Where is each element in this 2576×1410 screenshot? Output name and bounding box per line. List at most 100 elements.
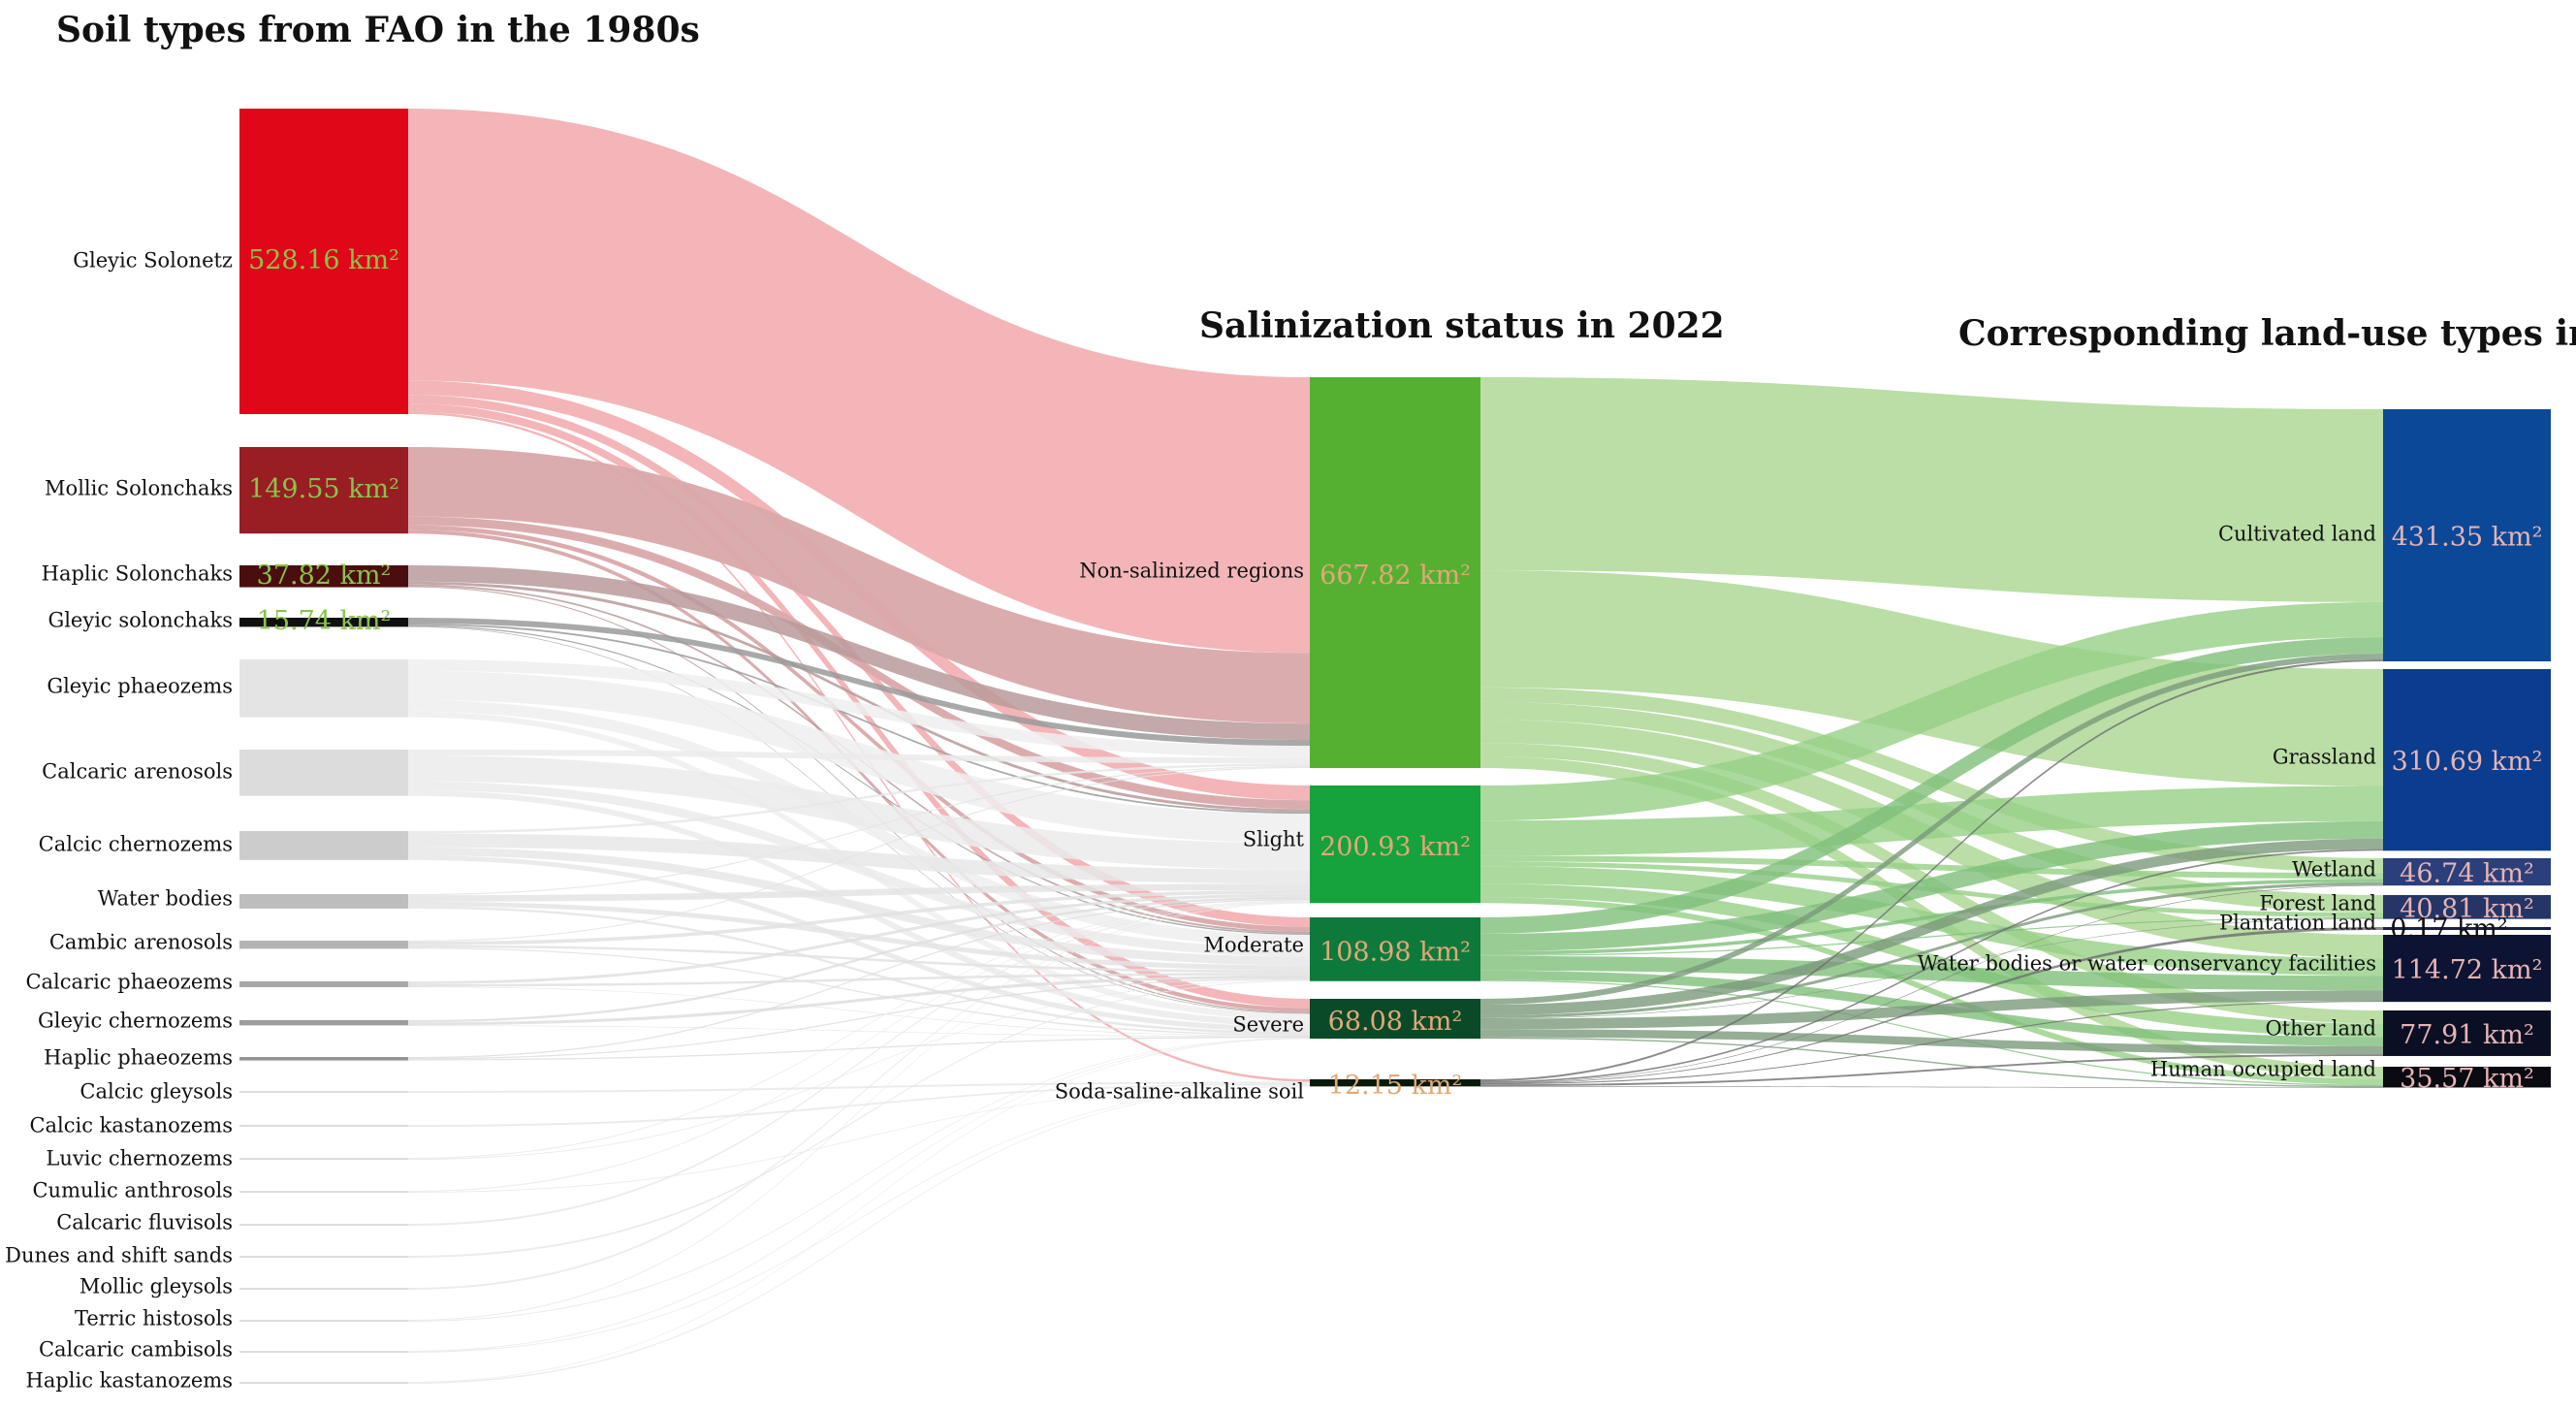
soil-salinization-link-water-bodies-to-slight xyxy=(408,883,1310,902)
soil-label-gleyic-solonchaks: Gleyic solonchaks xyxy=(48,609,233,632)
salinization-landuse-link-soda-saline-alkaline-soil-to-wetland xyxy=(1480,884,2383,1084)
soil-value-mollic-solonchaks: 149.55 km² xyxy=(248,474,399,504)
soil-salinization-link-luvic-chernozems-to-slight xyxy=(408,900,1310,1159)
salinization-node-soda-saline-alkaline-soil xyxy=(1310,1079,1480,1087)
soil-value-gleyic-solonchaks: 15.74 km² xyxy=(257,606,392,636)
soil-node-calcaric-phaeozems xyxy=(239,981,408,987)
labels-layer: Gleyic Solonetz 528.16 km² Mollic Soloncha… xyxy=(5,245,2542,1393)
landuse-node-plantation-land xyxy=(2383,927,2551,930)
salinization-landuse-link-non-salinized-regions-to-water-bodies-or-water-conservancy-facilities xyxy=(1480,720,2383,959)
salinization-label-non-salinized-regions: Non-salinized regions xyxy=(1079,560,1304,583)
soil-node-calcaric-fluvisols xyxy=(239,1224,408,1226)
salinization-landuse-link-severe-to-human-occupied-land xyxy=(1480,1037,2383,1088)
salinization-label-moderate: Moderate xyxy=(1204,934,1304,957)
salinization-value-moderate: 108.98 km² xyxy=(1320,937,1471,967)
soil-salinization-link-mollic-solonchaks-to-moderate xyxy=(408,525,1310,932)
soil-salinization-link-calcaric-phaeozems-to-slight xyxy=(408,893,1310,984)
soil-salinization-link-gleyic-chernozems-to-severe xyxy=(408,1025,1310,1038)
soil-salinization-link-calcic-gleysols-to-soda-saline-alkaline-soil xyxy=(408,1081,1310,1093)
soil-label-cambic-arenosols: Cambic arenosols xyxy=(49,931,233,954)
soil-label-calcaric-phaeozems: Calcaric phaeozems xyxy=(25,971,233,994)
column-title-soil: Soil types from FAO in the 1980s xyxy=(56,10,700,50)
landuse-value-cultivated-land: 431.35 km² xyxy=(2392,523,2543,553)
soil-salinization-link-terric-histosols-to-slight xyxy=(408,902,1310,1321)
soil-salinization-link-haplic-kastanozems-to-severe xyxy=(408,1038,1310,1383)
soil-salinization-link-gleyic-phaeozems-to-non-salinized-regions xyxy=(408,659,1310,758)
soil-label-calcic-kastanozems: Calcic kastanozems xyxy=(29,1114,233,1138)
salinization-landuse-link-slight-to-water-bodies-or-water-conservancy-facilities xyxy=(1480,866,2383,977)
soil-node-calcic-gleysols xyxy=(239,1091,408,1093)
soil-node-calcic-kastanozems xyxy=(239,1125,408,1127)
soil-node-gleyic-solonchaks xyxy=(239,618,408,627)
soil-salinization-link-cambic-arenosols-to-severe xyxy=(408,947,1310,1037)
landuse-label-water-bodies-or-water-conservancy-facilities: Water bodies or water conservancy facili… xyxy=(1918,952,2376,976)
soil-salinization-link-mollic-solonchaks-to-slight xyxy=(408,516,1310,810)
salinization-landuse-link-moderate-to-human-occupied-land xyxy=(1480,979,2383,1086)
column-title-salinization: Salinization status in 2022 xyxy=(1199,305,1725,346)
soil-salinization-link-luvic-chernozems-to-moderate xyxy=(408,979,1310,1160)
soil-salinization-link-terric-histosols-to-severe xyxy=(408,1038,1310,1322)
landuse-node-water-bodies-or-water-conservancy-facilities xyxy=(2383,935,2551,1003)
soil-node-mollic-gleysols xyxy=(239,1288,408,1290)
salinization-landuse-link-slight-to-cultivated-land xyxy=(1480,601,2383,821)
soil-label-gleyic-phaeozems: Gleyic phaeozems xyxy=(47,675,233,698)
soil-label-haplic-solonchaks: Haplic Solonchaks xyxy=(42,562,233,586)
landuse-value-forest-land: 40.81 km² xyxy=(2400,894,2534,924)
soil-label-gleyic-chernozems: Gleyic chernozems xyxy=(38,1009,233,1033)
landuse-node-forest-land xyxy=(2383,895,2551,919)
salinization-node-moderate xyxy=(1310,917,1480,981)
landuse-node-cultivated-land xyxy=(2383,409,2551,661)
soil-salinization-link-gleyic-solonchaks-to-slight xyxy=(408,623,1310,815)
salinization-node-severe xyxy=(1310,999,1480,1040)
soil-salinization-link-calcic-chernozems-to-non-salinized-regions xyxy=(408,763,1310,834)
soil-salinization-link-cumulic-anthrosols-to-soda-saline-alkaline-soil xyxy=(408,1084,1310,1193)
soil-label-luvic-chernozems: Luvic chernozems xyxy=(46,1147,233,1170)
salinization-landuse-link-soda-saline-alkaline-soil-to-human-occupied-land xyxy=(1480,1086,2383,1088)
soil-salinization-link-haplic-solonchaks-to-slight xyxy=(408,581,1310,813)
salinization-landuse-link-non-salinized-regions-to-grassland xyxy=(1480,570,2383,786)
soil-node-calcic-chernozems xyxy=(239,831,408,860)
salinization-landuse-link-moderate-to-grassland xyxy=(1480,820,2383,952)
soil-salinization-link-gleyic-chernozems-to-slight xyxy=(408,896,1310,1023)
soil-node-dunes-and-shift-sands xyxy=(239,1256,408,1258)
landuse-value-grassland: 310.69 km² xyxy=(2392,747,2543,777)
soil-label-cumulic-anthrosols: Cumulic anthrosols xyxy=(32,1179,233,1202)
landuse-label-forest-land: Forest land xyxy=(2259,892,2376,915)
soil-salinization-link-calcic-chernozems-to-slight xyxy=(408,833,1310,884)
landuse-node-grassland xyxy=(2383,669,2551,851)
landuse-label-grassland: Grassland xyxy=(2273,746,2376,769)
soil-node-gleyic-chernozems xyxy=(239,1020,408,1026)
soil-label-calcaric-fluvisols: Calcaric fluvisols xyxy=(56,1211,233,1234)
soil-salinization-link-calcaric-arenosols-to-non-salinized-regions xyxy=(408,750,1310,764)
salinization-value-soda-saline-alkaline-soil: 12.15 km² xyxy=(1328,1071,1463,1101)
salinization-landuse-link-soda-saline-alkaline-soil-to-cultivated-land xyxy=(1480,658,2383,1082)
landuse-value-other-land: 77.91 km² xyxy=(2400,1020,2534,1050)
soil-salinization-link-mollic-solonchaks-to-non-salinized-regions xyxy=(408,447,1310,724)
salinization-value-non-salinized-regions: 667.82 km² xyxy=(1320,561,1471,591)
soil-node-haplic-solonchaks xyxy=(239,565,408,588)
soil-salinization-link-calcaric-cambisols-to-soda-saline-alkaline-soil xyxy=(408,1085,1310,1353)
salinization-landuse-link-soda-saline-alkaline-soil-to-plantation-land xyxy=(1480,927,2383,1084)
salinization-landuse-link-severe-to-forest-land xyxy=(1480,918,2383,1019)
salinization-node-slight xyxy=(1310,785,1480,904)
soil-label-dunes-and-shift-sands: Dunes and shift sands xyxy=(5,1244,233,1267)
soil-salinization-link-water-bodies-to-severe xyxy=(408,906,1310,1035)
soil-label-mollic-gleysols: Mollic gleysols xyxy=(80,1275,233,1298)
landuse-label-wetland: Wetland xyxy=(2292,858,2376,881)
soil-salinization-link-gleyic-chernozems-to-moderate xyxy=(408,975,1310,1026)
landuse-node-other-land xyxy=(2383,1010,2551,1056)
soil-salinization-link-cambic-arenosols-to-non-salinized-regions xyxy=(408,766,1310,943)
salinization-label-soda-saline-alkaline-soil: Soda-saline-alkaline soil xyxy=(1055,1080,1305,1104)
salinization-landuse-link-moderate-to-cultivated-land xyxy=(1480,637,2383,934)
salinization-landuse-link-severe-to-wetland xyxy=(1480,881,2383,1018)
salinization-value-severe: 68.08 km² xyxy=(1328,1007,1463,1037)
soil-label-haplic-phaeozems: Haplic phaeozems xyxy=(44,1046,233,1070)
soil-salinization-link-gleyic-solonetz-to-non-salinized-regions xyxy=(408,109,1310,654)
landuse-value-plantation-land: 0.17 km² xyxy=(2390,914,2508,945)
soil-node-water-bodies xyxy=(239,894,408,909)
soil-salinization-link-water-bodies-to-moderate xyxy=(408,901,1310,971)
salinization-value-slight: 200.93 km² xyxy=(1320,832,1471,862)
salinization-landuse-link-slight-to-other-land xyxy=(1480,883,2383,1038)
soil-label-gleyic-solonetz: Gleyic Solonetz xyxy=(73,249,233,272)
